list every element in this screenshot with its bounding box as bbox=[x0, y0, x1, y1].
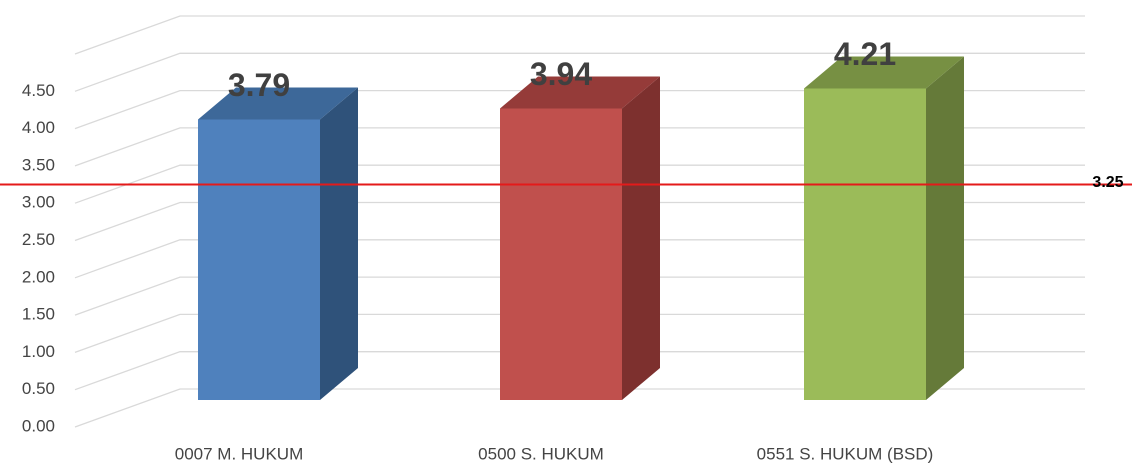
bar-side bbox=[622, 76, 660, 400]
y-tick-label: 2.50 bbox=[22, 230, 55, 249]
grid-line bbox=[74, 164, 1085, 204]
bar-side bbox=[926, 56, 964, 401]
y-tick-label: 1.00 bbox=[22, 342, 55, 361]
grid-line bbox=[74, 388, 1085, 428]
y-tick-label: 1.50 bbox=[22, 305, 55, 324]
value-label: 3.79 bbox=[228, 67, 290, 103]
bar-front bbox=[500, 108, 622, 400]
grid-line bbox=[74, 351, 1085, 391]
bar-side bbox=[320, 87, 358, 400]
grid-line bbox=[74, 313, 1085, 354]
reference-label: 3.25 bbox=[1092, 174, 1123, 191]
x-tick-label: 0500 S. HUKUM bbox=[478, 444, 604, 463]
value-label: 4.21 bbox=[834, 36, 896, 72]
bar bbox=[500, 76, 660, 400]
bar-top bbox=[500, 76, 660, 109]
bar-top bbox=[804, 56, 964, 89]
x-tick-label: 0551 S. HUKUM (BSD) bbox=[757, 444, 934, 463]
bar-front bbox=[198, 119, 320, 400]
grid-line bbox=[74, 276, 1085, 316]
grid-line bbox=[74, 127, 1085, 167]
y-tick-label: 0.00 bbox=[22, 416, 55, 435]
bar-front bbox=[804, 88, 926, 401]
y-tick-label: 0.50 bbox=[22, 379, 55, 398]
y-tick-label: 3.00 bbox=[22, 193, 55, 212]
y-tick-label: 3.50 bbox=[22, 155, 55, 174]
y-tick-label: 2.00 bbox=[22, 267, 55, 286]
y-tick-label: 4.50 bbox=[22, 81, 55, 100]
x-tick-label: 0007 M. HUKUM bbox=[175, 444, 303, 463]
bar bbox=[198, 87, 358, 400]
grid-line bbox=[74, 52, 1085, 92]
value-label: 3.94 bbox=[530, 56, 592, 92]
grid-line bbox=[74, 239, 1085, 279]
bar-top bbox=[198, 87, 358, 120]
bar bbox=[804, 56, 964, 401]
frame-top bbox=[74, 15, 1085, 55]
grid-line bbox=[74, 201, 1085, 242]
grid-line bbox=[74, 89, 1085, 130]
y-tick-label: 4.00 bbox=[22, 118, 55, 137]
